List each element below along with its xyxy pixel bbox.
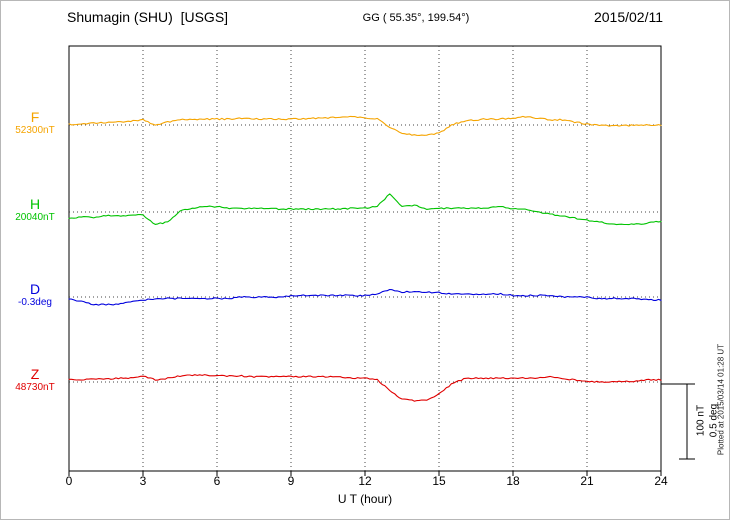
series-letter-D: D <box>29 281 41 297</box>
x-tick-label-12: 12 <box>358 474 372 488</box>
series-letter-H: H <box>29 196 41 212</box>
series-baseline-value-F: 52300nT <box>15 125 55 136</box>
x-tick-label-21: 21 <box>580 474 594 488</box>
x-tick-label-9: 9 <box>287 474 295 488</box>
series-baseline-value-H: 20040nT <box>15 212 55 223</box>
series-letter-F: F <box>30 109 40 125</box>
series-baseline-value-D: -0.3deg <box>18 297 52 308</box>
x-tick-label-3: 3 <box>139 474 147 488</box>
scale-bar-nt-label: 100 nT <box>695 404 707 437</box>
x-axis-label: U T (hour) <box>337 492 393 506</box>
x-tick-label-24: 24 <box>654 474 668 488</box>
series-label-F: F 52300nT <box>5 109 65 137</box>
gg-coordinates: GG ( 55.35°, 199.54°) <box>362 12 470 24</box>
series-letter-Z: Z <box>30 366 40 382</box>
series-label-D: D -0.3deg <box>5 281 65 309</box>
series-label-Z: Z 48730nT <box>5 366 65 394</box>
plotted-at-note: Plotted at 2015/03/14 01:28 UT <box>716 343 726 456</box>
chart-date: 2015/02/11 <box>593 9 663 25</box>
series-baseline-value-Z: 48730nT <box>15 382 55 393</box>
x-tick-label-0: 0 <box>65 474 73 488</box>
x-tick-label-18: 18 <box>506 474 520 488</box>
series-label-H: H 20040nT <box>5 196 65 224</box>
chart-title: Shumagin (SHU) [USGS] <box>67 9 229 25</box>
x-tick-label-6: 6 <box>213 474 221 488</box>
x-tick-label-15: 15 <box>432 474 446 488</box>
